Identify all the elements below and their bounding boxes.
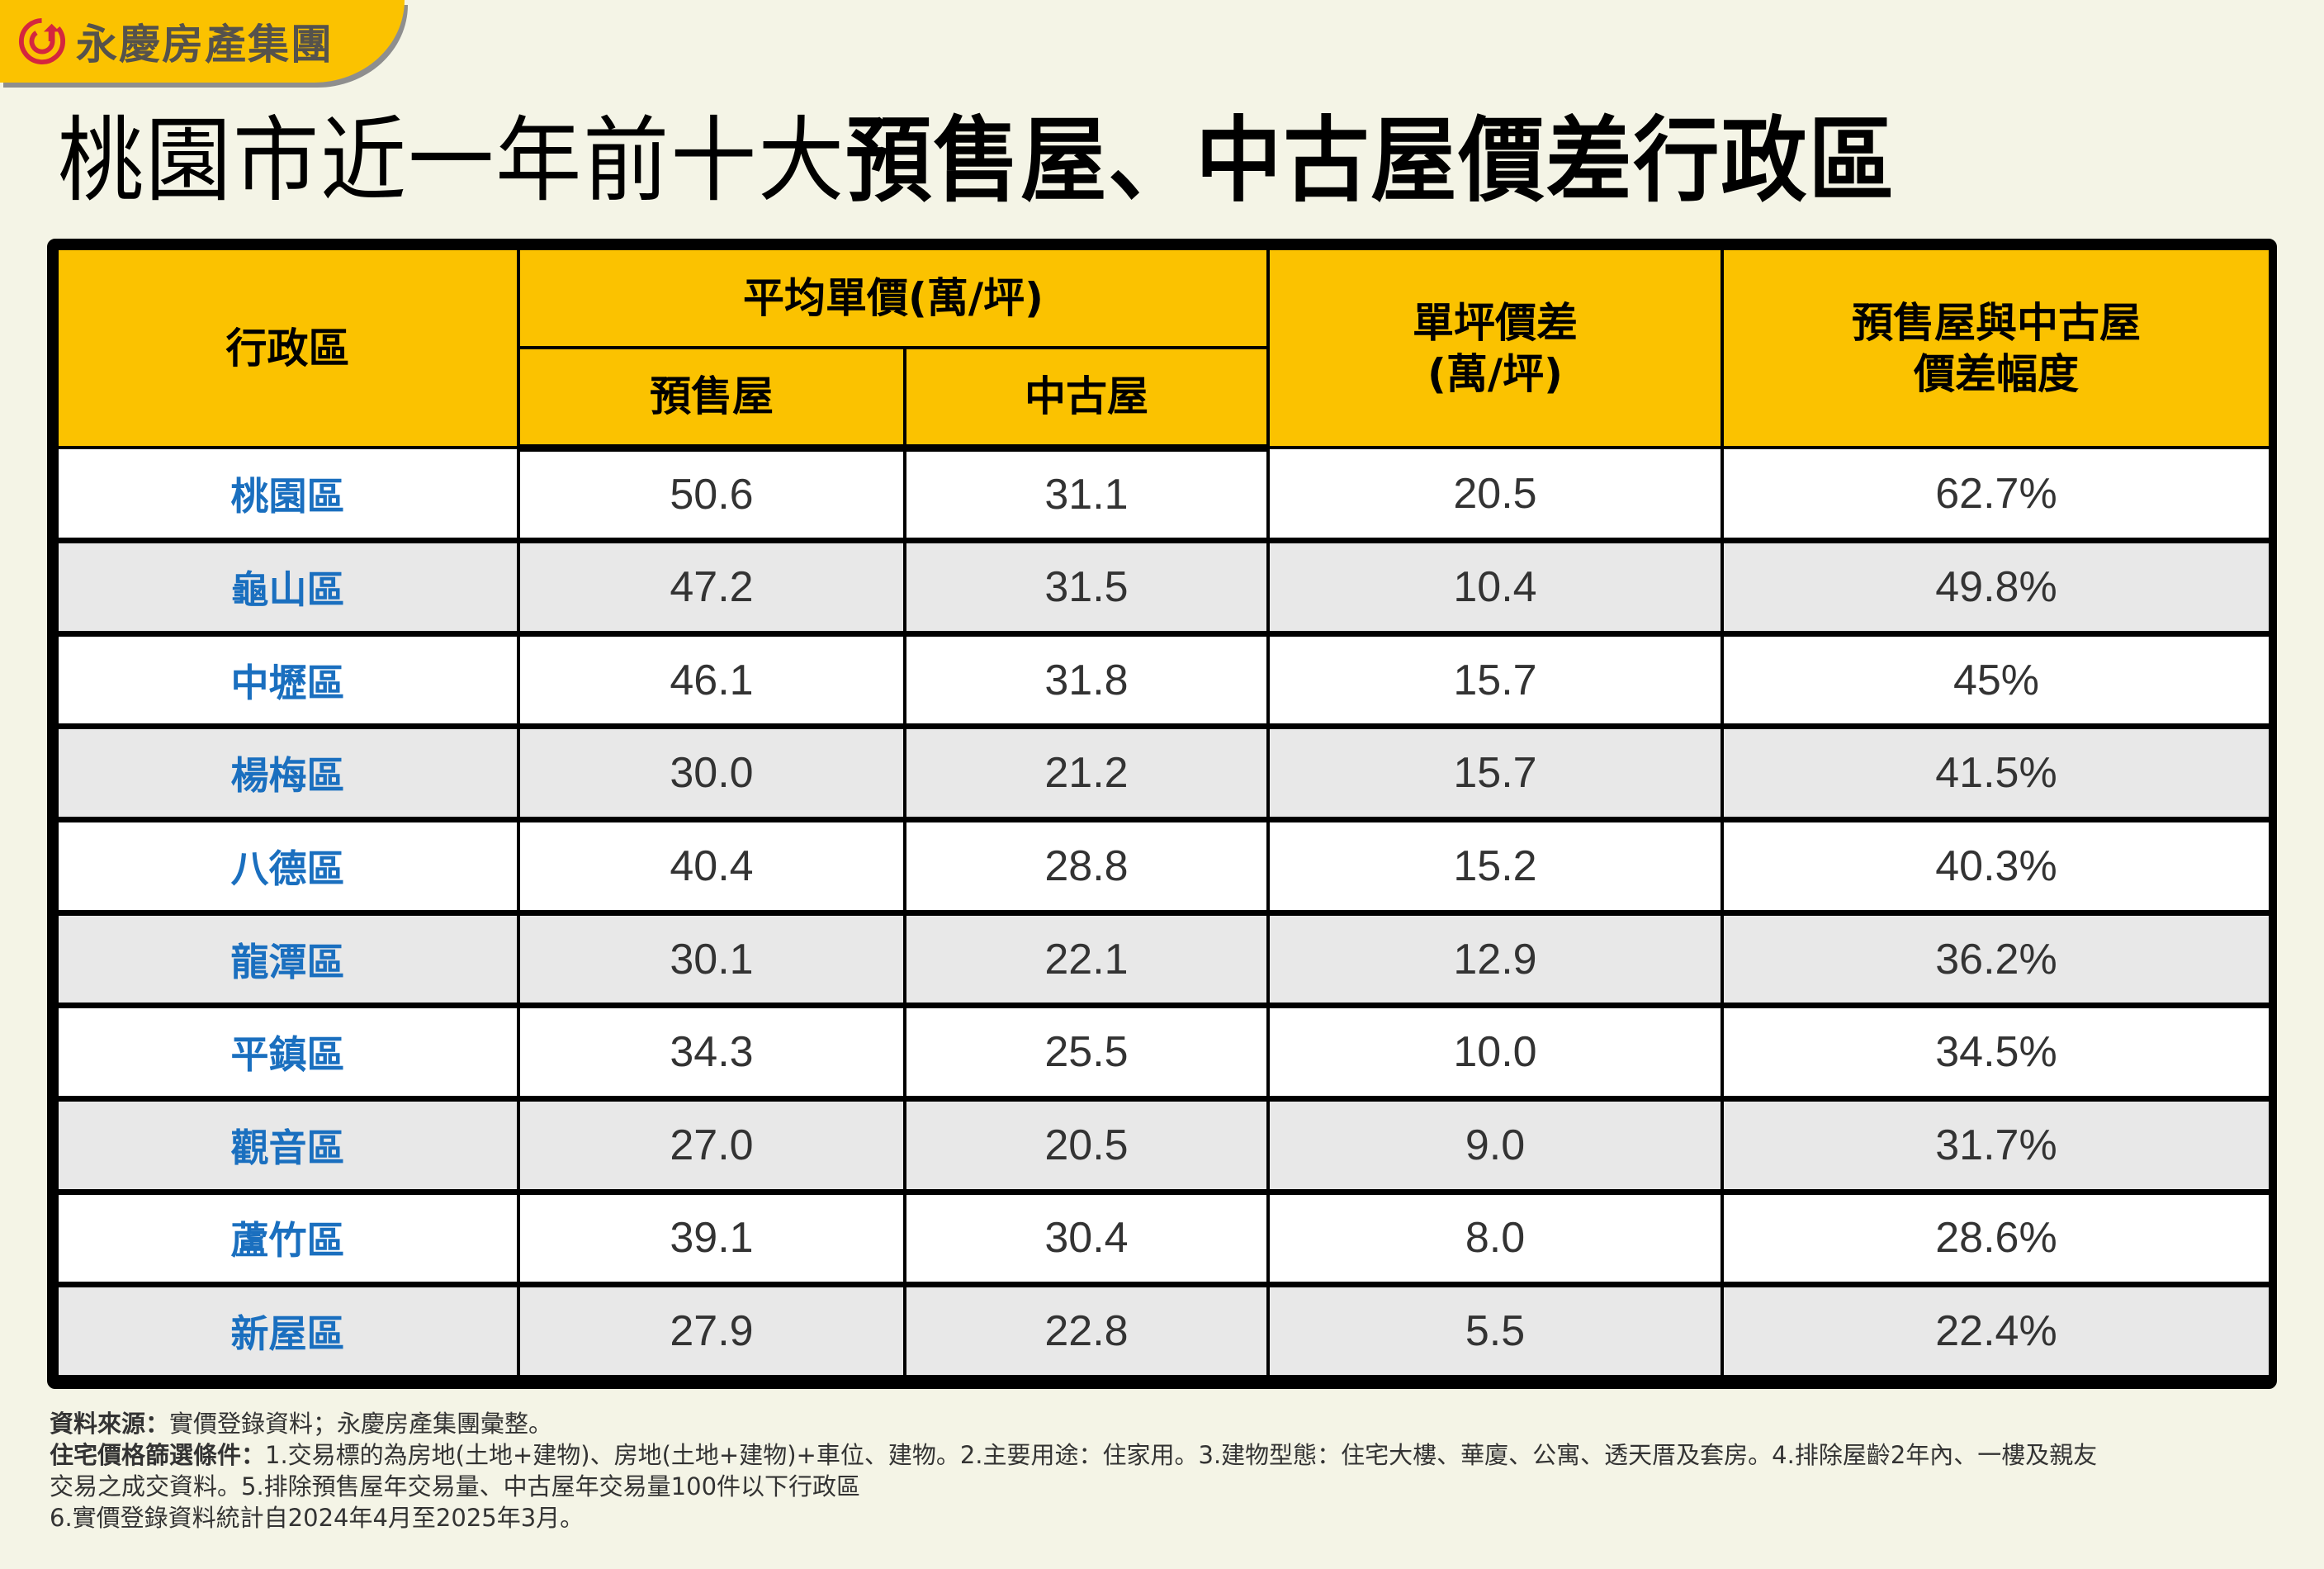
- presale-cell: 46.1: [517, 632, 906, 730]
- diff-cell: 5.5: [1266, 1282, 1724, 1381]
- percent-cell: 31.7%: [1721, 1097, 2269, 1195]
- presale-cell: 50.6: [517, 446, 906, 544]
- presale-cell: 30.1: [517, 911, 906, 1009]
- source-note: 資料來源：實價登錄資料；永慶房產集團彙整。: [50, 1408, 2279, 1439]
- table-row: 觀音區 27.0 20.5 9.0 31.7%: [55, 1097, 2269, 1195]
- header-avg-price: 平均單價(萬/坪): [517, 247, 1270, 349]
- presale-cell: 27.9: [517, 1282, 906, 1381]
- criteria-text-1: 1.交易標的為房地(土地+建物)、房地(土地+建物)+車位、建物。2.主要用途：…: [265, 1441, 2098, 1469]
- percent-cell: 36.2%: [1721, 911, 2269, 1009]
- presale-cell: 39.1: [517, 1190, 906, 1288]
- district-cell: 龜山區: [55, 538, 520, 637]
- header-diff-percent: 預售屋與中古屋 價差幅度: [1721, 247, 2269, 449]
- presale-cell: 34.3: [517, 1003, 906, 1102]
- percent-cell: 22.4%: [1721, 1282, 2269, 1381]
- criteria-note: 住宅價格篩選條件：1.交易標的為房地(土地+建物)、房地(土地+建物)+車位、建…: [50, 1439, 2279, 1471]
- percent-cell: 34.5%: [1721, 1003, 2269, 1102]
- percent-cell: 41.5%: [1721, 724, 2269, 823]
- district-cell: 龍潭區: [55, 911, 520, 1009]
- district-cell: 桃園區: [55, 446, 520, 544]
- resale-cell: 31.5: [903, 538, 1270, 637]
- diff-cell: 20.5: [1266, 446, 1724, 544]
- district-cell: 中壢區: [55, 632, 520, 730]
- presale-cell: 40.4: [517, 818, 906, 916]
- diff-cell: 12.9: [1266, 911, 1724, 1009]
- percent-cell: 62.7%: [1721, 446, 2269, 544]
- diff-cell: 10.0: [1266, 1003, 1724, 1102]
- presale-cell: 27.0: [517, 1097, 906, 1195]
- table-row: 蘆竹區 39.1 30.4 8.0 28.6%: [55, 1190, 2269, 1288]
- header-presale: 預售屋: [517, 346, 906, 452]
- criteria-text-2: 交易之成交資料。5.排除預售屋年交易量、中古屋年交易量100件以下行政區: [50, 1472, 861, 1500]
- header-district: 行政區: [55, 247, 520, 449]
- header-price-diff: 單坪價差 (萬/坪): [1266, 247, 1724, 449]
- diff-cell: 10.4: [1266, 538, 1724, 637]
- source-label: 資料來源：: [50, 1410, 170, 1438]
- table-row: 中壢區 46.1 31.8 15.7 45%: [55, 632, 2269, 730]
- resale-cell: 31.1: [903, 446, 1270, 544]
- district-cell: 平鎮區: [55, 1003, 520, 1102]
- district-cell: 新屋區: [55, 1282, 520, 1381]
- circular-arrow-logo-icon: [18, 17, 66, 65]
- table-row: 新屋區 27.9 22.8 5.5 22.4%: [55, 1282, 2269, 1381]
- resale-cell: 28.8: [903, 818, 1270, 916]
- percent-cell: 49.8%: [1721, 538, 2269, 637]
- header-diff-percent-line2: 價差幅度: [1914, 349, 2079, 398]
- resale-cell: 20.5: [903, 1097, 1270, 1195]
- table-row: 平鎮區 34.3 25.5 10.0 34.5%: [55, 1003, 2269, 1102]
- table-row: 桃園區 50.6 31.1 20.5 62.7%: [55, 446, 2269, 544]
- resale-cell: 31.8: [903, 632, 1270, 730]
- table-row: 龍潭區 30.1 22.1 12.9 36.2%: [55, 911, 2269, 1009]
- source-text: 實價登錄資料；永慶房產集團彙整。: [169, 1410, 553, 1438]
- resale-cell: 25.5: [903, 1003, 1270, 1102]
- title-bold: 預售屋、中古屋價差行政區: [845, 107, 1896, 215]
- title-light: 桃園市近一年前十大: [58, 107, 846, 215]
- resale-cell: 22.8: [903, 1282, 1270, 1381]
- diff-cell: 15.2: [1266, 818, 1724, 916]
- brand-banner: 永慶房產集團: [0, 0, 405, 83]
- header-price-diff-line2: (萬/坪): [1427, 349, 1563, 398]
- header-diff-percent-line1: 預售屋與中古屋: [1852, 298, 2141, 347]
- percent-cell: 45%: [1721, 632, 2269, 730]
- resale-cell: 22.1: [903, 911, 1270, 1009]
- resale-cell: 21.2: [903, 724, 1270, 823]
- criteria-label: 住宅價格篩選條件：: [50, 1441, 266, 1469]
- table-row: 龜山區 47.2 31.5 10.4 49.8%: [55, 538, 2269, 637]
- resale-cell: 30.4: [903, 1190, 1270, 1288]
- district-cell: 八德區: [55, 818, 520, 916]
- price-diff-table: 行政區 平均單價(萬/坪) 單坪價差 (萬/坪) 預售屋與中古屋 價差幅度 預售…: [47, 239, 2277, 1389]
- criteria-text-3: 6.實價登錄資料統計自2024年4月至2025年3月。: [50, 1504, 585, 1532]
- header-resale: 中古屋: [903, 346, 1270, 452]
- table-row: 八德區 40.4 28.8 15.2 40.3%: [55, 818, 2269, 916]
- diff-cell: 8.0: [1266, 1190, 1724, 1288]
- brand-name: 永慶房產集團: [76, 21, 334, 69]
- district-cell: 蘆竹區: [55, 1190, 520, 1288]
- presale-cell: 47.2: [517, 538, 906, 637]
- district-cell: 觀音區: [55, 1097, 520, 1195]
- diff-cell: 9.0: [1266, 1097, 1724, 1195]
- presale-cell: 30.0: [517, 724, 906, 823]
- table-row: 楊梅區 30.0 21.2 15.7 41.5%: [55, 724, 2269, 823]
- page-title: 桃園市近一年前十大預售屋、中古屋價差行政區: [58, 107, 1896, 215]
- diff-cell: 15.7: [1266, 632, 1724, 730]
- percent-cell: 40.3%: [1721, 818, 2269, 916]
- district-cell: 楊梅區: [55, 724, 520, 823]
- footnotes: 資料來源：實價登錄資料；永慶房產集團彙整。 住宅價格篩選條件：1.交易標的為房地…: [50, 1408, 2279, 1533]
- header-price-diff-line1: 單坪價差: [1413, 298, 1578, 347]
- percent-cell: 28.6%: [1721, 1190, 2269, 1288]
- diff-cell: 15.7: [1266, 724, 1724, 823]
